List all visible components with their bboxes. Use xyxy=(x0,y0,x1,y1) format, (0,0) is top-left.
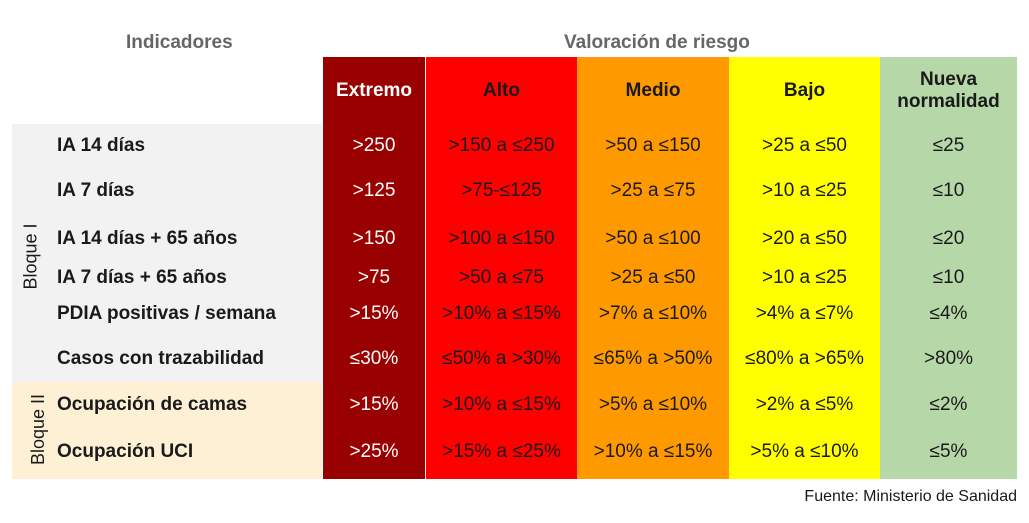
threshold-cell: >5% a ≤10% xyxy=(750,441,859,462)
threshold-cell: >15% xyxy=(349,394,399,415)
indicators-header: Indicadores xyxy=(126,32,233,53)
block-2-background xyxy=(12,382,322,479)
risk-level-header: Extremo xyxy=(335,80,413,101)
threshold-cell: >2% a ≤5% xyxy=(755,394,854,415)
threshold-cell: >7% a ≤10% xyxy=(598,303,708,324)
risk-column-alto: Alto >150 a ≤250 >75-≤125 >100 a ≤150 >50 a … xyxy=(426,57,577,479)
threshold-cell: >20 a ≤50 xyxy=(762,228,847,249)
threshold-cell: >15% a ≤25% xyxy=(442,441,561,462)
threshold-cell: >25 a ≤50 xyxy=(610,267,696,288)
indicator-label: PDIA positivas / semana xyxy=(57,303,276,324)
indicator-label: Casos con trazabilidad xyxy=(57,348,264,369)
risk-column-medio: Medio >50 a ≤150 >25 a ≤75 >50 a ≤100 >25 a … xyxy=(577,57,729,479)
threshold-cell: >250 xyxy=(352,135,396,156)
risk-level-header: Bajo xyxy=(783,80,826,101)
source-note: Fuente: Ministerio de Sanidad xyxy=(804,488,1017,505)
block-1-label: Bloque I xyxy=(20,223,41,290)
threshold-cell: >75 xyxy=(357,267,391,288)
threshold-cell: >50 a ≤75 xyxy=(459,267,544,288)
threshold-cell: >10 a ≤25 xyxy=(762,180,847,201)
threshold-cell: ≤10 xyxy=(932,180,965,201)
indicator-label: IA 14 días + 65 años xyxy=(57,228,238,249)
threshold-cell: >4% a ≤7% xyxy=(755,303,854,324)
indicator-label: Ocupación UCI xyxy=(57,441,194,462)
threshold-cell: >25 a ≤75 xyxy=(610,180,696,201)
threshold-cell: >125 xyxy=(352,180,396,201)
threshold-cell: >50 a ≤100 xyxy=(605,228,701,249)
indicator-label: IA 7 días + 65 años xyxy=(57,267,227,288)
threshold-cell: >25 a ≤50 xyxy=(762,135,847,156)
threshold-cell: >75-≤125 xyxy=(461,180,542,201)
block-1-background xyxy=(12,124,322,382)
threshold-cell: >15% xyxy=(349,303,399,324)
threshold-cell: >10% a ≤15% xyxy=(442,303,561,324)
indicator-label: IA 7 días xyxy=(57,180,135,201)
threshold-cell: ≤80% a >65% xyxy=(745,348,864,369)
indicator-label: IA 14 días xyxy=(57,135,146,156)
risk-level-header: Nueva normalidad xyxy=(897,69,1000,112)
threshold-cell: >50 a ≤150 xyxy=(605,135,701,156)
risk-column-extremo: Extremo >250 >125 >150 >75 >15% ≤30% >15% >25% xyxy=(323,57,425,479)
block-2-label: Bloque II xyxy=(28,393,49,466)
threshold-cell: >25% xyxy=(349,441,399,462)
threshold-cell: >150 xyxy=(352,228,396,249)
threshold-cell: >100 a ≤150 xyxy=(448,228,555,249)
threshold-cell: ≤4% xyxy=(929,303,968,324)
threshold-cell: ≤25 xyxy=(932,135,965,156)
risk-level-header: Medio xyxy=(625,80,681,101)
threshold-cell: ≤50% a >30% xyxy=(442,348,561,369)
threshold-cell: >80% xyxy=(923,348,974,369)
threshold-cell: ≤2% xyxy=(929,394,968,415)
threshold-cell: ≤5% xyxy=(929,441,968,462)
risk-assessment-header: Valoración de riesgo xyxy=(564,32,750,53)
threshold-cell: ≤10 xyxy=(932,267,965,288)
threshold-cell: >10% a ≤15% xyxy=(442,394,561,415)
threshold-cell: ≤65% a >50% xyxy=(593,348,713,369)
risk-level-header: Alto xyxy=(483,80,520,101)
threshold-cell: >10% a ≤15% xyxy=(593,441,713,462)
threshold-cell: ≤30% xyxy=(349,348,399,369)
indicator-label: Ocupación de camas xyxy=(57,394,248,415)
risk-column-nueva-normalidad: Nueva normalidad ≤25 ≤10 ≤20 ≤10 ≤4% >80% ≤2% ≤5… xyxy=(880,57,1017,479)
threshold-cell: >10 a ≤25 xyxy=(762,267,847,288)
risk-column-bajo: Bajo >25 a ≤50 >10 a ≤25 >20 a ≤50 >10 a ≤25… xyxy=(729,57,880,479)
threshold-cell: >5% a ≤10% xyxy=(598,394,708,415)
threshold-cell: ≤20 xyxy=(932,228,965,249)
threshold-cell: >150 a ≤250 xyxy=(448,135,555,156)
